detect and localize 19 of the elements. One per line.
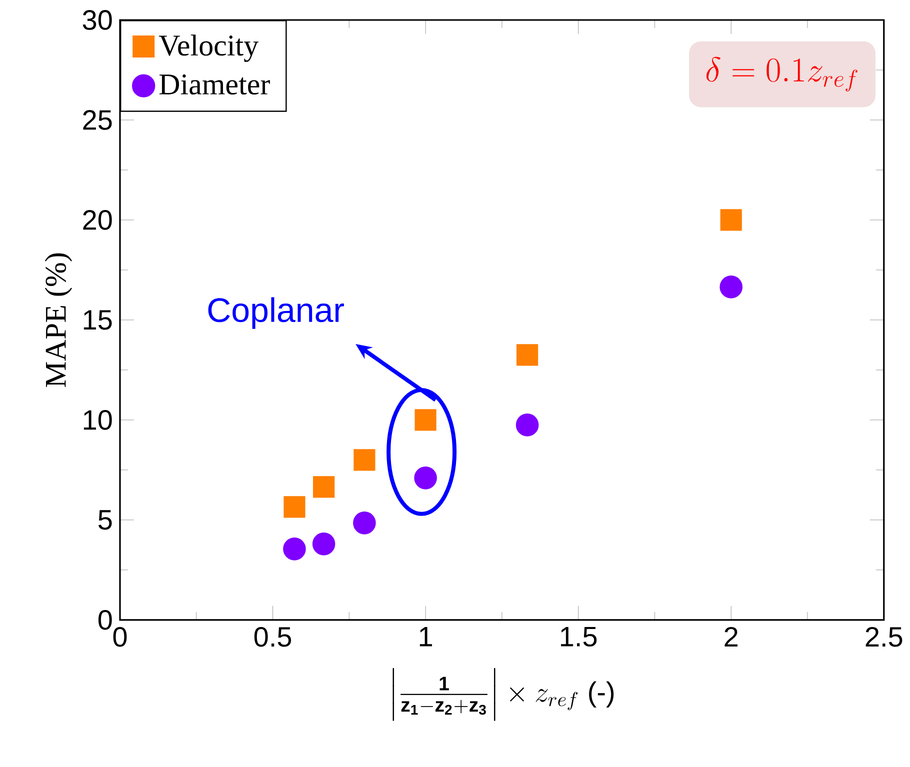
x-axis-title: $\left|\frac{\mathbf{1}}{\mathbf{z_1-z_2+z_3}}\right|\times z_{ref}\ \text{(-)}$ (392, 668, 614, 722)
x-tick-label: 1 (420, 627, 432, 646)
x-tick-label: 1.5 (561, 627, 597, 647)
legend-label: Velocity (158, 34, 258, 62)
y-tick-label: 0 (98, 610, 112, 630)
y-axis-title: MAPE (%) (44, 253, 72, 388)
x-tick-label: 0.5 (254, 627, 292, 647)
annotation: Coplanar (208, 297, 344, 329)
x-tick-label: 2.5 (866, 627, 902, 647)
y-tick-label: 30 (82, 10, 112, 30)
y-tick-label: 15 (84, 310, 112, 330)
x-tick-label: 2 (724, 627, 738, 647)
y-tick-label: 25 (83, 110, 112, 130)
annotation: $\delta = 0.1z_{ref}$ (706, 56, 858, 92)
y-tick-label: 20 (83, 210, 112, 230)
y-tick-label: 5 (98, 510, 112, 530)
y-tick-label: 10 (84, 410, 112, 430)
x-tick-label: 0 (113, 627, 127, 647)
legend-label: Diameter (159, 74, 270, 95)
